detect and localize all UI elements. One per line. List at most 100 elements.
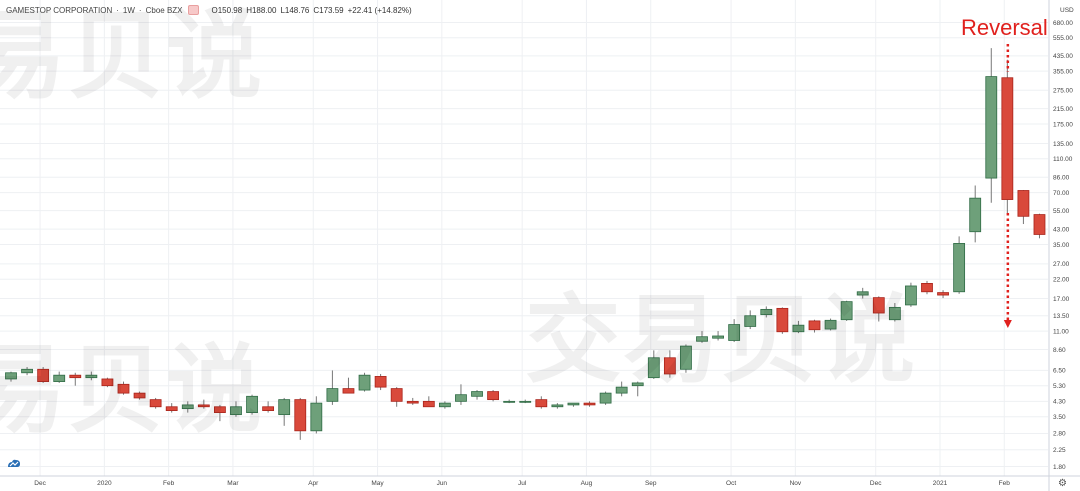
gear-icon[interactable]: ⚙: [1058, 478, 1067, 489]
candle[interactable]: [310, 396, 323, 434]
candle[interactable]: [1017, 189, 1030, 225]
y-tick-label: 175.00: [1053, 121, 1073, 128]
candle-body-down: [1001, 77, 1014, 200]
candle[interactable]: [406, 397, 419, 405]
y-tick-label: 43.00: [1053, 226, 1070, 233]
candle[interactable]: [69, 372, 82, 386]
candle[interactable]: [278, 397, 291, 426]
candle[interactable]: [262, 401, 275, 413]
candle[interactable]: [631, 381, 644, 397]
x-tick-label: Feb: [163, 480, 175, 487]
candle[interactable]: [342, 377, 355, 394]
y-tick-label: 680.00: [1053, 20, 1073, 27]
y-tick-label: 355.00: [1053, 68, 1073, 75]
candle[interactable]: [792, 320, 805, 334]
symbol-name[interactable]: GAMESTOP CORPORATION: [6, 5, 113, 15]
candle[interactable]: [599, 391, 612, 405]
candle[interactable]: [953, 236, 966, 294]
high-value: H188.00: [246, 5, 277, 15]
y-tick-label: 5.30: [1053, 383, 1066, 390]
y-tick-label: 11.00: [1053, 328, 1069, 335]
candle[interactable]: [615, 381, 628, 397]
candle-body-down: [133, 392, 146, 399]
candle[interactable]: [390, 387, 403, 407]
candle[interactable]: [744, 310, 757, 330]
candle[interactable]: [101, 377, 114, 388]
candle[interactable]: [181, 401, 194, 413]
candle[interactable]: [647, 350, 660, 379]
y-tick-label: 435.00: [1053, 53, 1073, 60]
time-axis: Dec 2020 Feb Mar Apr May Jun Jul Aug Sep Oct Nov Dec…: [0, 475, 1080, 487]
candle[interactable]: [117, 381, 130, 395]
x-tick-label: May: [371, 480, 384, 487]
candle[interactable]: [872, 296, 885, 322]
candle[interactable]: [197, 399, 210, 409]
candle[interactable]: [214, 404, 226, 422]
candle-body-up: [744, 315, 757, 327]
y-tick-label: 13.50: [1053, 313, 1070, 320]
y-tick-label: 4.30: [1053, 399, 1066, 406]
candle[interactable]: [663, 350, 676, 378]
candle-body-down: [342, 388, 355, 394]
legend-toggle-button[interactable]: [187, 5, 199, 15]
candle[interactable]: [985, 48, 998, 203]
candle[interactable]: [888, 303, 901, 322]
candle[interactable]: [840, 300, 853, 321]
open-value: O150.98: [211, 5, 243, 15]
candle[interactable]: [583, 401, 596, 407]
candle[interactable]: [438, 401, 451, 409]
candle[interactable]: [905, 282, 917, 307]
candle[interactable]: [422, 396, 435, 408]
candle[interactable]: [567, 402, 580, 407]
candle[interactable]: [487, 390, 500, 402]
candle[interactable]: [1033, 213, 1046, 239]
candle[interactable]: [230, 401, 242, 417]
y-tick-label: 135.00: [1053, 141, 1073, 148]
candle[interactable]: [85, 371, 98, 381]
candle[interactable]: [535, 396, 548, 409]
candle-body-up: [53, 374, 66, 382]
candle-body-up: [278, 399, 291, 416]
candle[interactable]: [824, 318, 837, 331]
candle[interactable]: [294, 397, 307, 440]
y-tick-label: 3.50: [1053, 414, 1066, 421]
candle[interactable]: [519, 399, 532, 404]
candle[interactable]: [856, 287, 869, 299]
candle[interactable]: [21, 367, 33, 376]
candle[interactable]: [1001, 59, 1014, 214]
candle[interactable]: [551, 403, 564, 409]
candle[interactable]: [374, 373, 387, 391]
candle[interactable]: [760, 306, 773, 318]
interval-label[interactable]: 1W: [122, 5, 135, 15]
candle[interactable]: [680, 344, 692, 373]
candle[interactable]: [696, 331, 708, 343]
candle-body-up: [680, 345, 692, 370]
candle[interactable]: [921, 280, 933, 295]
candle[interactable]: [728, 319, 741, 343]
candle[interactable]: [808, 319, 821, 333]
candle[interactable]: [149, 397, 162, 409]
candle[interactable]: [937, 290, 949, 299]
candle[interactable]: [455, 384, 467, 405]
candle[interactable]: [712, 331, 724, 341]
candle[interactable]: [969, 185, 982, 243]
candle[interactable]: [503, 399, 516, 404]
candle[interactable]: [326, 370, 339, 405]
candle-body-up: [856, 291, 869, 296]
candle[interactable]: [246, 394, 258, 415]
candle[interactable]: [5, 371, 17, 382]
candle[interactable]: [776, 307, 789, 334]
candle[interactable]: [133, 391, 146, 400]
candle-body-up: [471, 391, 483, 397]
x-tick-label: Jun: [437, 480, 448, 487]
candle[interactable]: [471, 390, 483, 400]
candle[interactable]: [165, 403, 178, 413]
candle-body-down: [101, 378, 114, 387]
candle-body-down: [406, 400, 419, 404]
candle[interactable]: [37, 367, 50, 383]
candle[interactable]: [53, 371, 66, 383]
candle[interactable]: [358, 372, 371, 392]
tradingview-logo-icon[interactable]: [6, 457, 22, 469]
candle-body-down: [872, 297, 885, 314]
